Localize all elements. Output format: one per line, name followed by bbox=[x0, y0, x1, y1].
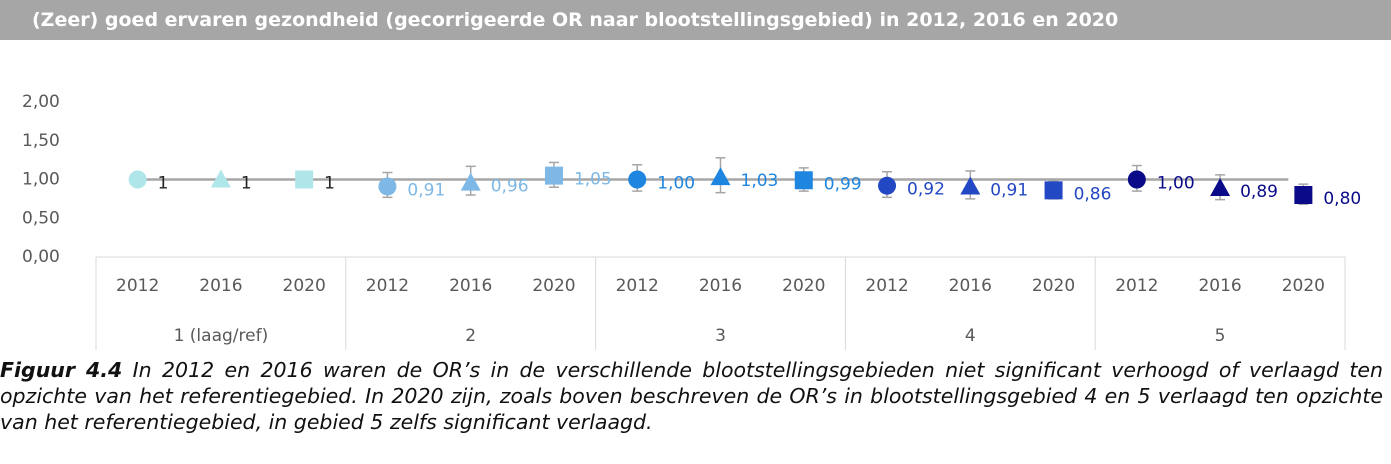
x-tick-label: 2020 bbox=[1032, 276, 1075, 296]
group-label: 4 bbox=[965, 326, 976, 346]
data-label: 0,92 bbox=[907, 180, 945, 200]
data-label: 0,80 bbox=[1323, 189, 1361, 209]
x-tick-label: 2020 bbox=[1282, 276, 1325, 296]
marker bbox=[710, 167, 731, 186]
caption: Figuur 4.4 In 2012 en 2016 waren de OR’s… bbox=[0, 357, 1383, 435]
x-tick-label: 2012 bbox=[616, 276, 659, 296]
x-tick-label: 2020 bbox=[532, 276, 575, 296]
data-label: 1 bbox=[158, 174, 169, 194]
group-label: 3 bbox=[715, 326, 726, 346]
x-tick-label: 2016 bbox=[949, 276, 992, 296]
data-label: 1,00 bbox=[1157, 174, 1195, 194]
marker bbox=[210, 169, 231, 188]
data-label: 0,86 bbox=[1074, 184, 1112, 204]
marker bbox=[878, 176, 897, 195]
marker bbox=[128, 170, 147, 189]
caption-text: In 2012 en 2016 waren de OR’s in de vers… bbox=[0, 358, 1383, 434]
marker bbox=[1044, 181, 1063, 200]
marker bbox=[295, 170, 314, 189]
y-tick-label: 0,00 bbox=[22, 247, 60, 267]
x-tick-label: 2020 bbox=[283, 276, 326, 296]
marker bbox=[794, 171, 813, 190]
data-label: 1,00 bbox=[657, 174, 695, 194]
caption-label: Figuur 4.4 bbox=[0, 358, 123, 382]
marker bbox=[1294, 186, 1313, 204]
data-label: 1 bbox=[241, 174, 252, 194]
marker bbox=[544, 166, 563, 185]
x-tick-label: 2016 bbox=[1198, 276, 1241, 296]
chart: 0,00 0,50 1,00 1,50 2,00 1 (laag/ref) 2012 1 201… bbox=[22, 92, 1361, 350]
data-label: 1 bbox=[324, 174, 335, 194]
data-label: 1,05 bbox=[574, 170, 612, 190]
marker bbox=[628, 170, 647, 189]
marker bbox=[960, 176, 981, 195]
y-tick-label: 0,50 bbox=[22, 208, 60, 228]
group-label: 2 bbox=[465, 326, 476, 346]
marker bbox=[1210, 178, 1231, 197]
x-tick-label: 2012 bbox=[865, 276, 908, 296]
data-label: 0,96 bbox=[491, 177, 529, 197]
x-tick-label: 2020 bbox=[782, 276, 825, 296]
data-label: 0,91 bbox=[407, 180, 445, 200]
y-tick-label: 2,00 bbox=[22, 92, 60, 112]
y-tick-label: 1,00 bbox=[22, 170, 60, 190]
x-tick-label: 2012 bbox=[116, 276, 159, 296]
group-label: 1 (laag/ref) bbox=[174, 326, 269, 346]
group-label: 5 bbox=[1215, 326, 1226, 346]
chart-title: (Zeer) goed ervaren gezondheid (gecorrig… bbox=[0, 0, 1391, 40]
marker bbox=[460, 172, 481, 191]
y-tick-label: 1,50 bbox=[22, 131, 60, 151]
data-label: 0,99 bbox=[824, 174, 862, 194]
x-tick-label: 2016 bbox=[699, 276, 742, 296]
x-tick-label: 2012 bbox=[1115, 276, 1158, 296]
data-label: 0,91 bbox=[990, 180, 1028, 200]
marker bbox=[378, 177, 397, 196]
x-tick-label: 2016 bbox=[199, 276, 242, 296]
x-tick-label: 2012 bbox=[366, 276, 409, 296]
data-label: 0,89 bbox=[1240, 182, 1278, 202]
data-label: 1,03 bbox=[741, 171, 779, 191]
x-tick-label: 2016 bbox=[449, 276, 492, 296]
marker bbox=[1127, 170, 1146, 189]
